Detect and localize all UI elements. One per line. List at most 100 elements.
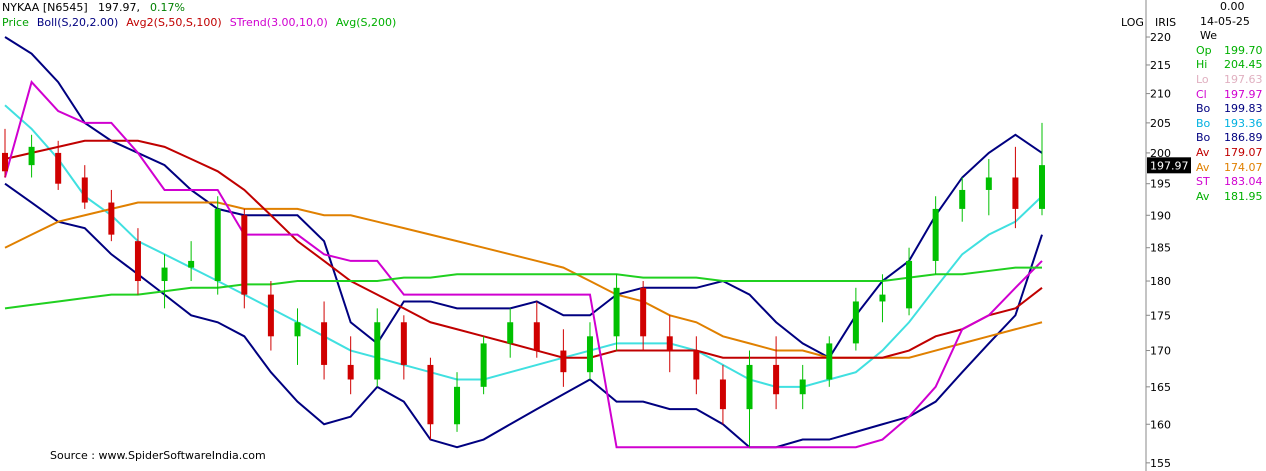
candle-body (560, 350, 567, 373)
panel-value: 186.89 (1224, 131, 1263, 145)
panel-value: 199.83 (1224, 102, 1263, 116)
y-tick-label: 165 (1150, 381, 1171, 394)
candle-body (161, 267, 168, 282)
candle-body (28, 146, 35, 166)
y-tick-label: 155 (1150, 457, 1171, 470)
legend-entry: Avg2(S,50,S,100) (126, 16, 221, 29)
candle-body (586, 336, 593, 373)
panel-value: 183.04 (1224, 175, 1263, 189)
candle-body (427, 364, 434, 425)
candle-body (773, 364, 780, 395)
panel-row: ST 183.04 (1190, 175, 1266, 190)
candle-body (852, 301, 859, 344)
panel-value: 193.36 (1224, 116, 1263, 130)
source: Source : www.SpiderSoftwareIndia.com (50, 449, 266, 462)
candle-body (906, 260, 913, 309)
candle-body (507, 322, 514, 344)
candle-body (1039, 165, 1045, 209)
candle-body (666, 336, 673, 351)
panel-label: Av (1196, 189, 1210, 203)
panel-label: Cl (1196, 87, 1207, 101)
panel-label: Av (1196, 145, 1210, 159)
panel-value: 179.07 (1224, 145, 1263, 159)
last-price-box (1147, 157, 1191, 174)
y-tick-label: 210 (1150, 88, 1171, 101)
panel-date: 14-05-25 We (1200, 14, 1250, 43)
indicator-line (4, 104, 1043, 388)
legend-entry: Boll(S,20,2.00) (37, 16, 118, 29)
candle-body (454, 386, 461, 425)
panel-label: Bo (1196, 131, 1211, 145)
candle-body (959, 189, 966, 209)
candle-body (719, 379, 726, 410)
panel-row: Hi 204.45 (1190, 58, 1266, 73)
panel-value: 197.63 (1224, 72, 1263, 86)
candle-body (480, 343, 487, 387)
legend: Price Boll(S,20,2.00) Avg2(S,50,S,100) STre… (2, 16, 396, 29)
log-label: LOG (1121, 16, 1144, 29)
candle-body (188, 260, 195, 268)
panel-row: Lo 197.63 (1190, 73, 1266, 88)
candle-body (533, 322, 540, 351)
indicator-line (4, 182, 1043, 449)
panel-row: Av 179.07 (1190, 146, 1266, 161)
y-tick-label: 160 (1150, 418, 1171, 431)
indicator-line (4, 139, 1043, 359)
candle-body (1012, 177, 1019, 209)
info-panel: 0.00 14-05-25 We Op 199.70 Hi 204.45 Lo 197.6… (1190, 0, 1266, 204)
y-tick-label: 220 (1150, 31, 1171, 44)
candle-body (241, 215, 248, 295)
y-tick-label: 190 (1150, 209, 1171, 222)
candle-body (267, 294, 274, 337)
panel-label: Bo (1196, 102, 1211, 116)
y-tick-label: 170 (1150, 345, 1171, 358)
candle-body (400, 322, 407, 365)
panel-label: Hi (1196, 58, 1208, 72)
panel-label: Lo (1196, 72, 1209, 86)
panel-label: ST (1196, 175, 1210, 189)
panel-row: Op 199.70 (1190, 44, 1266, 59)
indicator-line (4, 80, 1043, 449)
panel-row: Cl 197.97 (1190, 88, 1266, 103)
indicator-line (4, 266, 1042, 310)
panel-row: Bo 193.36 (1190, 117, 1266, 132)
candle-body (613, 287, 620, 337)
candle-body (55, 152, 62, 184)
y-tick-label: 215 (1150, 59, 1171, 72)
candle-body (321, 322, 328, 365)
candle-body (693, 350, 700, 380)
panel-row: Av 174.07 (1190, 161, 1266, 176)
last-price: 197.97 (1150, 159, 1189, 172)
candle-body (81, 177, 88, 203)
y-tick-label: 205 (1150, 117, 1171, 130)
y-tick-label: 185 (1150, 242, 1171, 255)
panel-change: 0.00 (1220, 0, 1245, 13)
legend-entry: Avg(S,200) (336, 16, 396, 29)
indicator-line (4, 36, 1043, 360)
candle-body (108, 202, 115, 235)
candle-body (134, 241, 141, 282)
candle-body (985, 177, 992, 190)
candle-body (640, 287, 647, 337)
candle-body (826, 343, 833, 380)
symbol: NYKAA [N6545] (2, 1, 88, 14)
candle-body (799, 379, 806, 395)
y-tick-label: 180 (1150, 275, 1171, 288)
panel-row: Av 181.95 (1190, 190, 1266, 205)
candle-body (746, 364, 753, 410)
panel-label: Bo (1196, 116, 1211, 130)
price: 197.97, (98, 1, 140, 14)
candle-body (2, 152, 8, 172)
y-tick-label: 195 (1150, 178, 1171, 191)
candle-body (879, 294, 886, 302)
y-tick-label: 175 (1150, 309, 1171, 322)
panel-label: Av (1196, 160, 1210, 174)
y-tick-label: 200 (1150, 147, 1171, 160)
panel-label: Op (1196, 43, 1212, 57)
legend-entry: Price (2, 16, 29, 29)
change: 0.17% (150, 1, 185, 14)
panel-value: 204.45 (1224, 58, 1263, 72)
candle-body (347, 364, 354, 380)
